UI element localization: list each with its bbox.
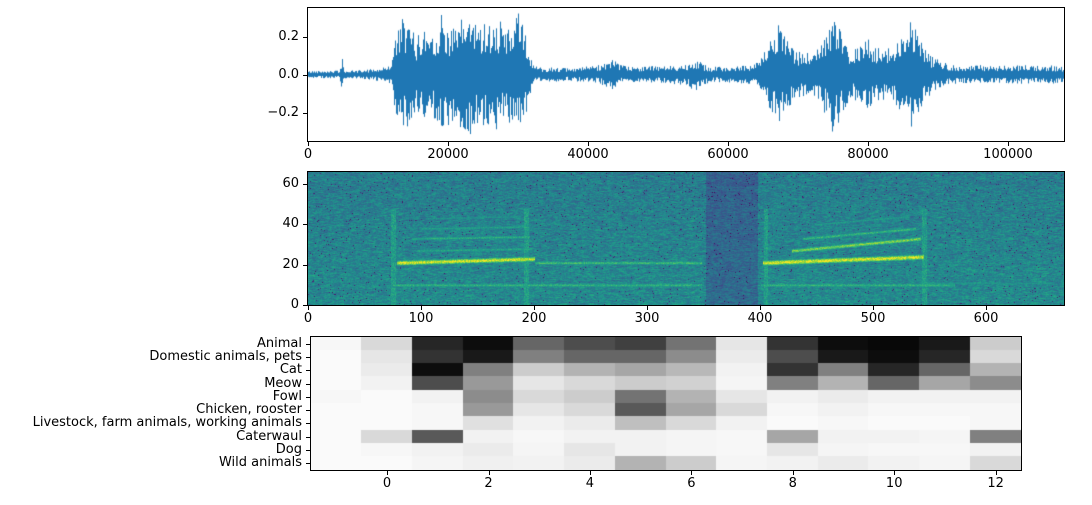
class-heatmap-x-tick [894,471,896,475]
waveform-x-tick-label: 80000 [847,147,889,162]
spectrogram-y-tick-label: 40 [282,216,299,232]
class-label: Wild animals [218,455,302,471]
class-heatmap-y-tick [306,436,310,438]
waveform-plot [308,8,1064,141]
class-heatmap-x-tick [995,471,997,475]
waveform-axes [307,7,1065,142]
spectrogram-x-tick [308,306,309,310]
spectrogram-y-tick-label: 60 [282,176,299,192]
class-heatmap-x-tick-label: 0 [382,476,392,491]
waveform-x-tick-label: 40000 [567,147,609,162]
waveform-x-tick [308,142,309,146]
spectrogram-plot [308,172,1064,305]
class-label: Cat [279,362,302,378]
waveform-x-tick-label: 60000 [707,147,749,162]
spectrogram-y-tick [303,184,307,186]
spectrogram-y-tick [303,224,307,226]
class-heatmap-x-tick-label: 12 [987,476,1004,491]
waveform-y-tick [303,112,307,114]
spectrogram-x-tick [421,306,422,310]
spectrogram-x-tick-label: 500 [860,311,886,326]
spectrogram-x-tick-label: 100 [408,311,434,326]
class-heatmap-x-tick-label: 10 [885,476,903,491]
class-heatmap-x-tick [387,471,389,475]
class-label: Domestic animals, pets [149,348,302,364]
spectrogram-x-tick [873,306,875,310]
waveform-x-tick [1008,142,1009,146]
waveform-x-tick-label: 20000 [427,147,469,162]
class-heatmap-x-tick [792,471,794,475]
waveform-y-tick-label: 0.2 [278,28,299,44]
class-label: Animal [257,335,302,351]
spectrogram-x-tick-label: 200 [521,311,547,326]
class-heatmap-y-tick [306,423,310,425]
spectrogram-x-tick-label: 0 [303,311,313,326]
spectrogram-x-tick [647,306,648,310]
class-heatmap-y-tick [306,396,310,398]
waveform-x-tick [868,142,869,146]
waveform-x-tick-label: 0 [303,147,313,162]
class-label: Fowl [272,388,302,404]
class-label: Chicken, rooster [196,402,302,418]
spectrogram-x-tick [534,306,535,310]
class-label: Dog [275,442,302,458]
spectrogram-axes [307,171,1065,306]
waveform-y-tick [303,74,307,76]
class-heatmap-x-tick [589,471,591,475]
class-heatmap-y-tick [306,410,310,412]
class-label: Livestock, farm animals, working animals [32,415,302,431]
class-activation-heatmap [311,337,1021,470]
waveform-x-tick [728,142,729,146]
class-heatmap-x-tick-label: 2 [484,476,493,491]
class-heatmap-x-tick-label: 8 [788,476,797,491]
spectrogram-y-tick-label: 20 [282,256,299,272]
spectrogram-x-tick-label: 400 [747,311,773,326]
waveform-x-tick [448,142,449,146]
class-heatmap-y-tick [306,343,310,345]
class-heatmap-x-tick-label: 6 [687,476,696,491]
waveform-x-tick-label: 100000 [983,147,1033,162]
class-heatmap-y-tick [306,450,310,452]
class-heatmap-y-tick [306,356,310,358]
class-heatmap-y-tick [306,463,310,465]
class-heatmap-y-tick [306,383,310,385]
spectrogram-y-tick-label: 0 [290,297,299,312]
class-heatmap-y-tick [306,370,310,372]
spectrogram-x-tick [986,306,988,310]
class-label: Caterwaul [236,428,302,444]
class-heatmap-x-tick [488,471,490,475]
waveform-x-tick [588,142,589,146]
waveform-y-tick [303,36,307,38]
spectrogram-x-tick-label: 600 [973,311,999,326]
class-heatmap-x-tick [691,471,693,475]
class-label: Meow [264,375,302,391]
waveform-y-tick-label: −0.2 [267,104,299,120]
spectrogram-x-tick-label: 300 [634,311,660,326]
spectrogram-x-tick [760,306,762,310]
waveform-y-tick-label: 0.0 [278,66,299,82]
class-activation-axes [310,336,1022,471]
spectrogram-y-tick [303,264,307,266]
spectrogram-y-tick [303,305,307,306]
class-heatmap-x-tick-label: 4 [585,476,595,491]
